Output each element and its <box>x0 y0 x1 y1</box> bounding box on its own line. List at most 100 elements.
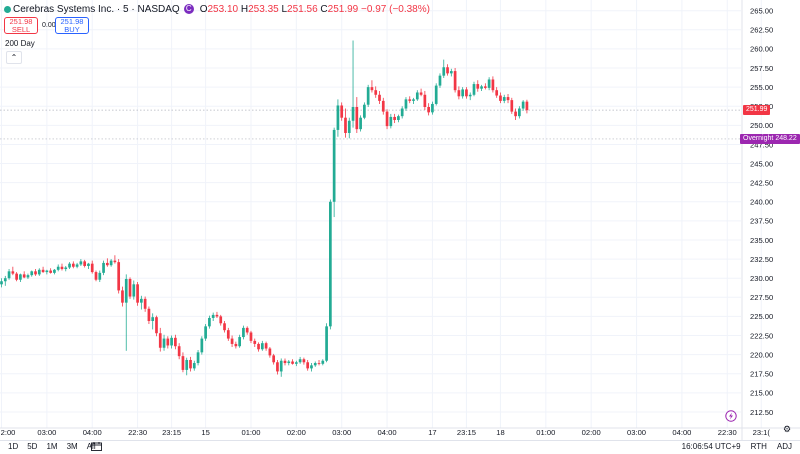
candle[interactable] <box>75 262 79 269</box>
candle[interactable] <box>366 84 370 107</box>
candle[interactable] <box>283 358 287 366</box>
candle[interactable] <box>378 90 381 104</box>
candle[interactable] <box>234 341 238 349</box>
candle[interactable] <box>340 102 344 121</box>
candle[interactable] <box>22 271 26 279</box>
candle[interactable] <box>68 262 71 270</box>
candle[interactable] <box>374 86 378 98</box>
candle[interactable] <box>230 335 234 347</box>
candle[interactable] <box>102 260 105 276</box>
candle[interactable] <box>480 84 483 91</box>
candle[interactable] <box>45 269 49 275</box>
candle[interactable] <box>461 87 465 99</box>
candle[interactable] <box>355 97 359 133</box>
candle[interactable] <box>162 334 166 351</box>
candle[interactable] <box>389 113 393 129</box>
candle[interactable] <box>64 265 68 272</box>
candle[interactable] <box>196 350 200 366</box>
candle[interactable] <box>287 359 291 366</box>
candle[interactable] <box>166 336 170 349</box>
range-1m[interactable]: 1M <box>46 442 58 451</box>
candle[interactable] <box>279 358 283 377</box>
candle[interactable] <box>71 261 75 269</box>
candle[interactable] <box>306 359 310 371</box>
candle[interactable] <box>30 270 34 277</box>
candle[interactable] <box>502 94 506 104</box>
candle[interactable] <box>170 335 173 349</box>
candle[interactable] <box>412 97 415 104</box>
candle[interactable] <box>158 327 162 352</box>
candle[interactable] <box>438 73 442 88</box>
candle[interactable] <box>397 114 400 123</box>
candle[interactable] <box>79 259 83 266</box>
candle[interactable] <box>344 108 347 138</box>
candle[interactable] <box>147 306 151 325</box>
candle[interactable] <box>525 99 529 114</box>
buy-button[interactable]: 251.98 BUY <box>55 17 89 34</box>
candle[interactable] <box>177 343 181 360</box>
candle[interactable] <box>370 80 374 93</box>
compare-icon[interactable] <box>725 410 737 422</box>
candle[interactable] <box>219 314 223 326</box>
candle[interactable] <box>446 64 449 76</box>
candle[interactable] <box>41 266 45 273</box>
candle[interactable] <box>249 330 253 344</box>
candle[interactable] <box>400 106 404 119</box>
candle[interactable] <box>453 68 457 93</box>
candle[interactable] <box>132 280 136 300</box>
candle[interactable] <box>128 277 132 299</box>
candle[interactable] <box>499 92 502 104</box>
candle[interactable] <box>302 357 306 365</box>
candle[interactable] <box>155 315 158 337</box>
candle[interactable] <box>56 264 60 272</box>
calendar-icon[interactable] <box>91 442 102 451</box>
candle[interactable] <box>518 106 521 119</box>
candle[interactable] <box>393 113 396 124</box>
candle[interactable] <box>434 83 438 106</box>
candle[interactable] <box>310 363 313 372</box>
candle[interactable] <box>260 340 264 351</box>
candle[interactable] <box>472 81 476 97</box>
candle[interactable] <box>200 336 204 355</box>
candle[interactable] <box>60 263 64 271</box>
clock-readout[interactable]: 16:06:54 UTC+9 <box>681 442 741 451</box>
candle[interactable] <box>483 83 487 90</box>
sell-button[interactable]: 251.98 SELL <box>4 17 38 34</box>
candle[interactable] <box>253 338 257 347</box>
candle[interactable] <box>49 268 52 274</box>
candle[interactable] <box>321 359 325 366</box>
candle[interactable] <box>514 108 517 120</box>
symbol-title[interactable]: Cerebras Systems Inc. · 5 · NASDAQ <box>13 3 180 15</box>
candle[interactable] <box>215 311 219 318</box>
candle[interactable] <box>276 359 279 375</box>
candle[interactable] <box>468 92 472 101</box>
candle[interactable] <box>87 262 90 270</box>
candle[interactable] <box>465 87 468 99</box>
session-toggle[interactable]: RTH <box>750 442 767 451</box>
candle[interactable] <box>313 361 317 367</box>
candle[interactable] <box>495 87 499 98</box>
candle[interactable] <box>143 296 147 312</box>
adjust-toggle[interactable]: ADJ <box>776 442 792 451</box>
candle[interactable] <box>491 76 495 93</box>
candle[interactable] <box>431 101 434 115</box>
candle[interactable] <box>208 315 211 329</box>
candle[interactable] <box>419 88 423 97</box>
candle[interactable] <box>136 282 139 306</box>
candle[interactable] <box>189 356 192 372</box>
candle[interactable] <box>329 199 332 330</box>
candle[interactable] <box>336 99 340 137</box>
candle[interactable] <box>415 90 419 101</box>
candle[interactable] <box>3 275 7 286</box>
candle[interactable] <box>11 266 15 276</box>
candle[interactable] <box>0 278 3 288</box>
candle[interactable] <box>192 360 196 371</box>
candle[interactable] <box>325 323 328 363</box>
candle[interactable] <box>264 341 268 351</box>
candle[interactable] <box>476 80 480 92</box>
candle[interactable] <box>90 260 94 274</box>
candle[interactable] <box>449 68 453 77</box>
candle[interactable] <box>15 272 18 282</box>
candle[interactable] <box>238 334 241 348</box>
candle[interactable] <box>113 255 117 264</box>
